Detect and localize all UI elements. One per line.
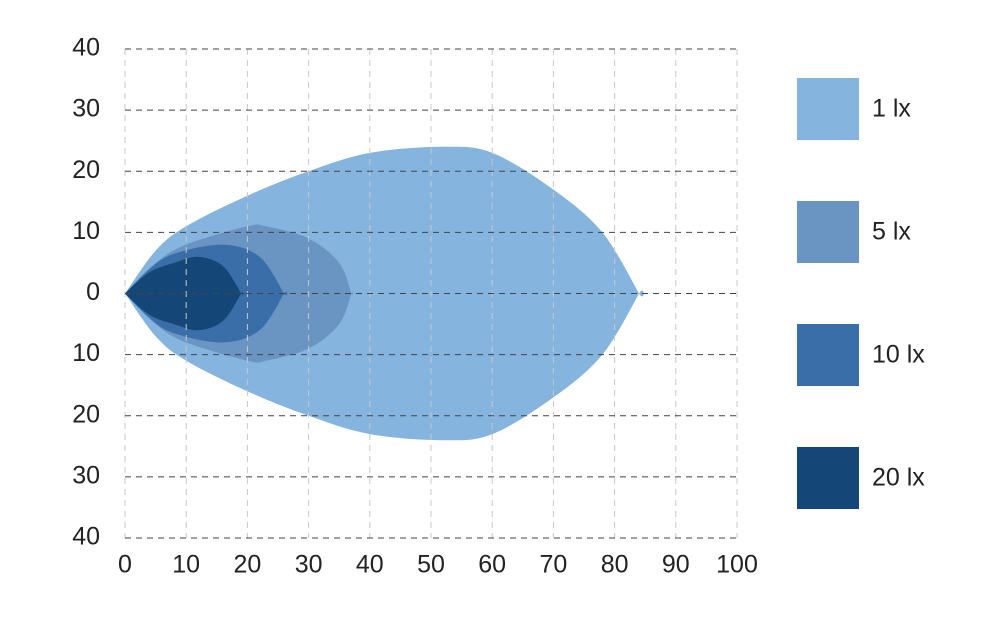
y-tick-label: 40 — [72, 34, 100, 62]
y-tick-label: 0 — [86, 278, 100, 306]
x-tick-label: 0 — [118, 551, 132, 579]
y-tick-label: 30 — [72, 95, 100, 123]
isolux-area — [125, 146, 644, 441]
x-tick-label: 80 — [601, 551, 629, 579]
legend-swatch — [797, 78, 859, 140]
y-tick-label: 30 — [72, 461, 100, 489]
x-tick-label: 90 — [662, 551, 690, 579]
x-tick-label: 40 — [356, 551, 384, 579]
x-tick-label: 100 — [716, 551, 758, 579]
x-tick-label: 20 — [233, 551, 261, 579]
x-tick-label: 70 — [539, 551, 567, 579]
legend-label: 5 lx — [872, 218, 911, 246]
y-tick-label: 40 — [72, 523, 100, 551]
x-tick-label: 10 — [172, 551, 200, 579]
x-tick-label: 50 — [417, 551, 445, 579]
legend-label: 20 lx — [872, 464, 925, 492]
y-tick-label: 10 — [72, 217, 100, 245]
y-tick-label: 20 — [72, 400, 100, 428]
y-tick-label: 10 — [72, 339, 100, 367]
x-tick-label: 30 — [295, 551, 323, 579]
legend-swatch — [797, 447, 859, 509]
y-tick-label: 20 — [72, 156, 100, 184]
x-tick-label: 60 — [478, 551, 506, 579]
legend-label: 1 lx — [872, 95, 911, 123]
legend-swatch — [797, 201, 859, 263]
legend-swatch — [797, 324, 859, 386]
legend-label: 10 lx — [872, 341, 925, 369]
